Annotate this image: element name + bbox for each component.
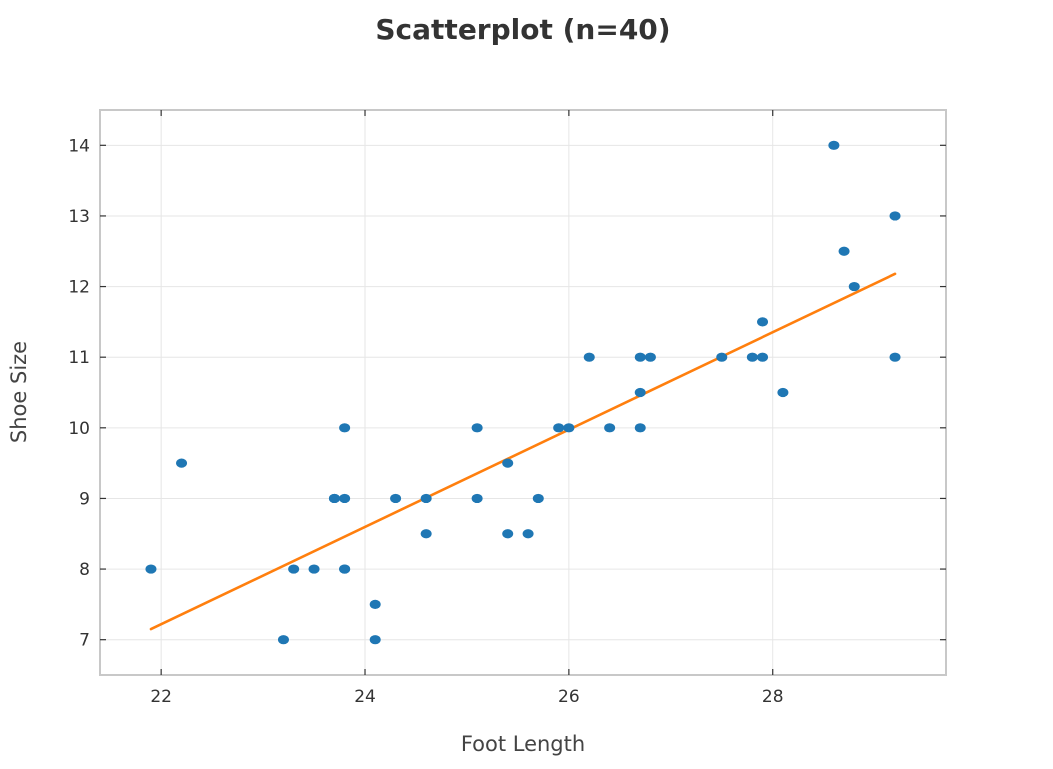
data-point [746,352,758,362]
data-point [532,493,544,504]
data-point [777,387,789,398]
data-point [420,529,432,539]
data-point [308,564,320,574]
data-point [502,458,514,468]
data-point [176,458,188,468]
data-point [471,493,483,504]
data-point [563,423,575,433]
x-tick-label: 24 [354,687,376,707]
data-point [471,423,483,433]
data-point [828,140,840,150]
axis-ticks: 22 24 26 28 7 8 9 10 11 12 13 14 [68,110,946,707]
data-point [369,635,381,645]
data-point [604,423,616,433]
y-tick-label: 10 [68,419,90,439]
data-point [583,352,595,362]
data-point [277,635,289,645]
regression-line [149,272,897,631]
data-point [634,423,646,433]
data-point [634,387,646,398]
x-axis-label: Foot Length [461,732,585,756]
data-point [288,564,300,574]
grid [100,110,946,675]
y-tick-label: 11 [68,348,90,368]
x-tick-label: 22 [150,687,172,707]
data-point [644,352,656,362]
data-point [420,493,432,504]
y-tick-label: 9 [79,489,90,509]
fit-line-group [149,272,897,631]
data-point [522,529,534,539]
data-point [889,352,901,362]
data-point [757,352,769,362]
data-point [339,423,351,433]
data-point [328,493,340,504]
data-point [369,599,381,609]
y-tick-label: 8 [79,560,90,580]
data-point [390,493,402,504]
data-point [145,564,157,574]
data-point [339,493,351,504]
data-point [502,529,514,539]
y-tick-label: 14 [68,136,90,156]
data-point [553,423,565,433]
data-point [716,352,728,362]
data-point [634,352,646,362]
y-tick-label: 13 [68,207,90,227]
y-tick-label: 7 [79,631,90,651]
y-axis-label: Shoe Size [7,341,31,443]
data-point [838,246,850,256]
x-tick-label: 28 [762,687,784,707]
data-point [757,317,769,327]
data-point [848,281,860,292]
data-point [889,211,901,221]
data-points [145,140,901,645]
y-tick-label: 12 [68,278,90,298]
data-point [339,564,351,574]
x-tick-label: 26 [558,687,580,707]
chart-title: Scatterplot (n=40) [375,13,670,46]
plot-frame [99,109,947,676]
